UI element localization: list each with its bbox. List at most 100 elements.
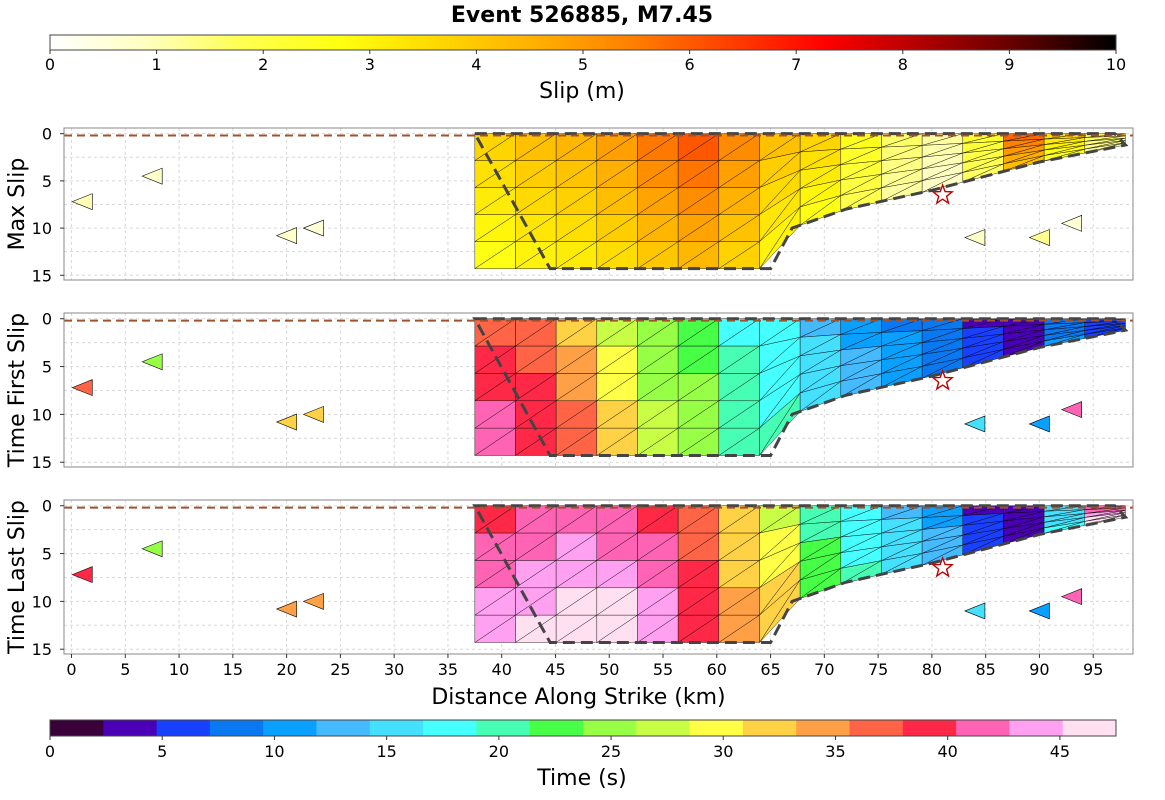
x-tick-label: 10 bbox=[169, 660, 189, 679]
slip-colorbar-tick-label: 8 bbox=[898, 55, 908, 74]
y-tick-label: 15 bbox=[32, 453, 52, 472]
x-tick-label: 60 bbox=[707, 660, 727, 679]
outlier-patch bbox=[1028, 415, 1050, 433]
y-axis-label: Max Slip bbox=[5, 158, 30, 251]
time-colorbar-segment bbox=[796, 720, 850, 736]
time-colorbar-segment bbox=[156, 720, 211, 736]
time-colorbar-segment bbox=[476, 720, 531, 736]
outlier-patch bbox=[1028, 229, 1050, 246]
slip-colorbar-label: Slip (m) bbox=[539, 79, 625, 104]
slip-colorbar-tick-label: 10 bbox=[1106, 55, 1126, 74]
x-tick-label: 50 bbox=[599, 660, 619, 679]
slip-colorbar-tick-label: 4 bbox=[471, 55, 481, 74]
y-tick-label: 10 bbox=[32, 219, 52, 238]
outlier-patch bbox=[71, 193, 93, 211]
time-colorbar-segment bbox=[742, 720, 797, 736]
time-colorbar-segment bbox=[1009, 720, 1064, 736]
slip-colorbar-tick-label: 0 bbox=[45, 55, 55, 74]
slip-colorbar-tick-label: 7 bbox=[791, 55, 801, 74]
time-colorbar-segments bbox=[50, 720, 1117, 736]
time-colorbar-segment bbox=[103, 720, 158, 736]
time-colorbar-frame bbox=[49, 719, 1117, 737]
outlier-patch bbox=[964, 602, 986, 620]
x-tick-label: 75 bbox=[868, 660, 888, 679]
outlier-patch bbox=[302, 592, 324, 610]
y-ticks: 0 5 10 15 bbox=[32, 497, 64, 659]
x-ticks: 0 5 10 15 20 25 30 35 40 45 50 55 60 65 70 75 80 85 90 95 bbox=[66, 654, 1103, 679]
outlier-patch bbox=[1028, 602, 1050, 620]
y-tick-label: 0 bbox=[42, 497, 52, 516]
y-ticks: 0 5 10 15 bbox=[32, 125, 64, 285]
time-colorbar-segment bbox=[369, 720, 424, 736]
time-colorbar-segment bbox=[263, 720, 317, 736]
x-axis-label: Distance Along Strike (km) bbox=[431, 685, 725, 710]
slip-colorbar-tick-label: 9 bbox=[1004, 55, 1014, 74]
time-colorbar-tick-label: 10 bbox=[264, 742, 284, 761]
outlier-patch bbox=[141, 540, 163, 558]
slip-colorbar-tick-label: 3 bbox=[365, 55, 375, 74]
y-tick-label: 15 bbox=[32, 640, 52, 659]
y-tick-label: 5 bbox=[42, 172, 52, 191]
outlier-patch bbox=[302, 219, 324, 237]
x-tick-label: 20 bbox=[276, 660, 296, 679]
hypocenter-star bbox=[931, 555, 955, 578]
rupture-mesh bbox=[474, 318, 1126, 457]
x-tick-label: 85 bbox=[975, 660, 995, 679]
outlier-patch bbox=[275, 413, 297, 431]
y-ticks: 0 5 10 15 bbox=[32, 310, 64, 472]
x-tick-label: 40 bbox=[492, 660, 512, 679]
hypocenter-star bbox=[931, 182, 955, 205]
time-colorbar-segment bbox=[1062, 720, 1117, 736]
outlier-patch bbox=[141, 167, 163, 185]
outlier-patch bbox=[302, 405, 324, 423]
slip-colorbar: 0 1 2 3 4 5 6 7 8 9 10 Slip (m) bbox=[45, 34, 1126, 104]
slip-colorbar-tick-label: 5 bbox=[578, 55, 588, 74]
y-tick-label: 10 bbox=[32, 592, 52, 611]
slip-colorbar-tick-label: 1 bbox=[152, 55, 162, 74]
time-colorbar-segment bbox=[849, 720, 904, 736]
outlier-patch bbox=[1060, 214, 1082, 232]
y-tick-label: 0 bbox=[42, 310, 52, 329]
time-colorbar-segment bbox=[636, 720, 691, 736]
outlier-patch bbox=[275, 227, 297, 245]
plot-frame bbox=[63, 499, 1134, 655]
time-colorbar-tick-label: 40 bbox=[938, 742, 958, 761]
fault-outline bbox=[472, 317, 1129, 458]
x-tick-label: 35 bbox=[438, 660, 458, 679]
y-tick-label: 15 bbox=[32, 266, 52, 285]
time-colorbar-tick-label: 45 bbox=[1050, 742, 1070, 761]
y-axis-label: Time First Slip bbox=[5, 313, 30, 468]
time-colorbar-segment bbox=[316, 720, 371, 736]
slip-colorbar-ticks: 0 1 2 3 4 5 6 7 8 9 10 bbox=[45, 50, 1126, 74]
figure-title: Event 526885, M7.45 bbox=[451, 3, 713, 28]
x-tick-label: 30 bbox=[384, 660, 404, 679]
x-tick-label: 55 bbox=[653, 660, 673, 679]
time-colorbar-ticks: 0 5 10 15 20 25 30 35 40 45 bbox=[45, 736, 1070, 761]
y-tick-label: 5 bbox=[42, 545, 52, 564]
time-colorbar-tick-label: 30 bbox=[713, 742, 733, 761]
x-tick-label: 95 bbox=[1083, 660, 1103, 679]
x-tick-label: 70 bbox=[814, 660, 834, 679]
slip-colorbar-tick-label: 6 bbox=[685, 55, 695, 74]
time-colorbar-segment bbox=[956, 720, 1010, 736]
x-tick-label: 90 bbox=[1029, 660, 1049, 679]
slip-colorbar-tick-label: 2 bbox=[258, 55, 268, 74]
outlier-patch bbox=[964, 229, 986, 246]
time-colorbar-segment bbox=[583, 720, 637, 736]
x-tick-label: 80 bbox=[922, 660, 942, 679]
outlier-patch bbox=[1060, 588, 1082, 606]
plot-frame bbox=[63, 312, 1134, 468]
time-colorbar-tick-label: 0 bbox=[45, 742, 55, 761]
y-tick-label: 5 bbox=[42, 358, 52, 377]
outlier-patch bbox=[275, 600, 297, 618]
time-colorbar-segment bbox=[209, 720, 264, 736]
fault-outline bbox=[472, 132, 1129, 271]
y-tick-label: 0 bbox=[42, 125, 52, 144]
time-colorbar-tick-label: 35 bbox=[825, 742, 845, 761]
slip-colorbar-gradient bbox=[49, 34, 1117, 51]
